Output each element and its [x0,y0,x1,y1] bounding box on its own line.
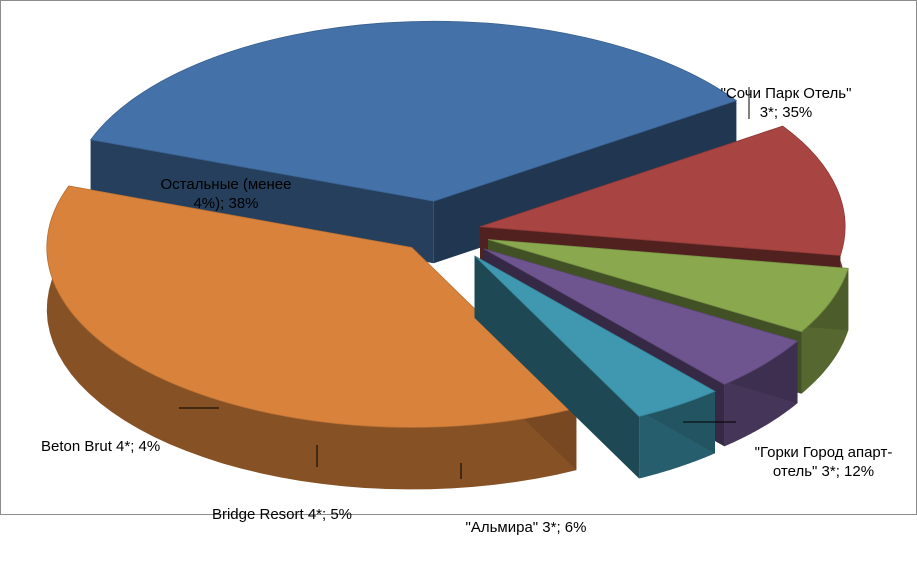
label-others: Остальные (менее 4%); 38% [160,176,292,212]
pie-slice-4 [474,255,716,479]
label-almira: "Альмира" 3*; 6% [465,519,587,536]
pie-slice-5 [46,185,578,490]
label-beton-brut: Beton Brut 4*; 4% [41,438,161,455]
slice-top-0 [89,20,738,202]
slice-top-3 [483,248,799,385]
slice-top-2 [487,239,849,333]
slice-side-5 [46,185,577,490]
slice-top-1 [479,125,846,256]
pie-chart [46,20,849,490]
chart-area: "Сочи Парк Отель" 3*; 35% "Горки Город ап… [0,0,917,536]
slice-top-4 [474,255,716,417]
slice-cut-a-0 [90,139,434,264]
slice-cut-b-4 [474,255,640,479]
label-gorki-gorod: "Горки Город апарт-отель" 3*; 12% [754,444,893,480]
slice-top-5 [46,185,578,428]
label-sochi-park: "Сочи Парк Отель" 3*; 35% [720,85,852,121]
